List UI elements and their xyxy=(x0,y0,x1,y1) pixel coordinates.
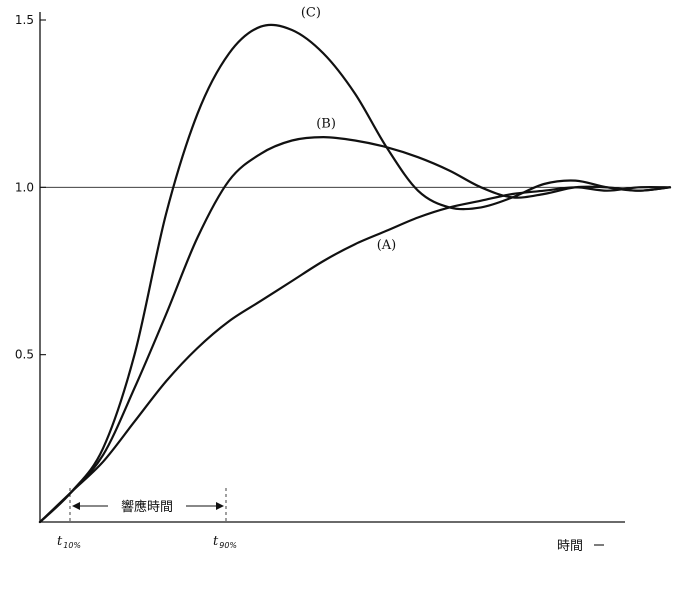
series-line-2 xyxy=(38,23,672,524)
t90-label: t90% xyxy=(213,534,237,550)
y-tick-label: 0.5 xyxy=(15,348,34,362)
series-label-2: (C) xyxy=(301,6,321,21)
y-tick-label: 1.0 xyxy=(15,180,34,194)
arrow-right xyxy=(216,502,224,510)
series-label-0: (A) xyxy=(377,238,397,253)
arrow-left xyxy=(72,502,80,510)
series-label-1: (B) xyxy=(316,116,336,131)
y-tick-label: 1.5 xyxy=(15,13,34,27)
response-time-label: 響應時間 xyxy=(121,499,173,515)
series-line-1 xyxy=(38,136,672,524)
x-axis-label: 時間 xyxy=(557,539,583,554)
t10-label: t10% xyxy=(57,534,81,550)
